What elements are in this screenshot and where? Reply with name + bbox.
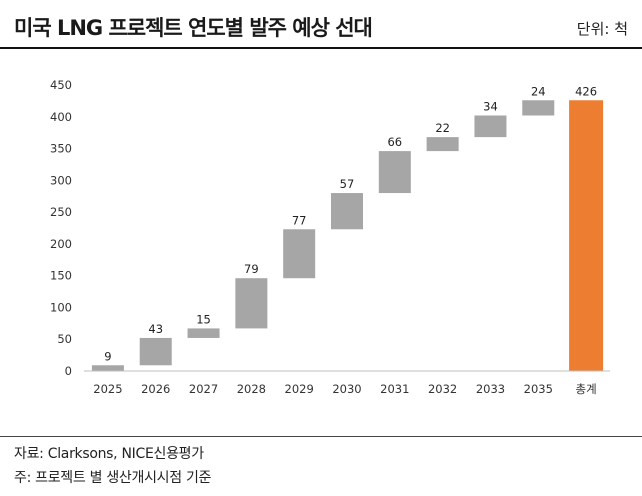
x-tick-label: 2032 <box>428 382 457 396</box>
y-tick-label: 400 <box>50 110 72 124</box>
data-label: 9 <box>104 349 111 363</box>
x-tick-label: 2026 <box>141 382 170 396</box>
unit-label: 단위: 척 <box>576 20 628 38</box>
chart-title: 미국 LNG 프로젝트 연도별 발주 예상 선대 <box>14 16 373 40</box>
top-rule <box>0 47 642 49</box>
data-label: 66 <box>387 135 402 149</box>
x-tick-label: 2028 <box>237 382 266 396</box>
data-label: 43 <box>148 322 163 336</box>
x-tick-label: 2031 <box>380 382 409 396</box>
increment-bar <box>139 337 172 366</box>
y-tick-label: 50 <box>57 332 72 346</box>
x-tick-label: 2029 <box>285 382 314 396</box>
y-tick-label: 350 <box>50 142 72 156</box>
increment-bar <box>522 100 555 116</box>
y-tick-label: 200 <box>50 237 72 251</box>
x-tick-label: 2025 <box>93 382 122 396</box>
x-tick-label: 2027 <box>189 382 218 396</box>
y-tick-label: 450 <box>50 78 72 92</box>
increment-bar <box>474 115 507 138</box>
increment-bar <box>187 328 220 338</box>
data-label: 15 <box>196 312 211 326</box>
y-tick-label: 150 <box>50 269 72 283</box>
footnote: 주: 프로젝트 별 생산개시시점 기준 <box>14 470 212 486</box>
y-tick-label: 250 <box>50 205 72 219</box>
x-tick-label: 2035 <box>524 382 553 396</box>
bottom-rule <box>0 436 642 437</box>
increment-bar <box>235 278 268 329</box>
data-label: 426 <box>575 84 597 98</box>
x-tick-label: 2033 <box>476 382 505 396</box>
x-axis: 2025 2026 2027 2028 2029 2030 2031 2032 2033 2035… <box>84 370 610 396</box>
y-axis: 0 50 100 150 200 250 300 350 400 450 <box>50 78 72 378</box>
increment-bar <box>426 137 459 152</box>
waterfall-chart: 0 50 100 150 200 250 300 350 400 450 9 43 15 79 77 57 6… <box>50 78 610 396</box>
data-label: 77 <box>292 213 307 227</box>
x-tick-label: 2030 <box>332 382 361 396</box>
source-note: 자료: Clarksons, NICE신용평가 <box>14 446 204 462</box>
x-tick-label: 총계 <box>576 382 597 396</box>
data-label: 22 <box>435 121 450 135</box>
data-label: 57 <box>340 177 355 191</box>
data-label: 24 <box>531 84 546 98</box>
increment-bar <box>283 229 316 279</box>
bars-group: 9 43 15 79 77 57 66 22 34 24 426 <box>91 84 604 372</box>
data-label: 34 <box>483 100 498 114</box>
increment-bar <box>91 365 124 371</box>
y-tick-label: 0 <box>65 364 72 378</box>
y-tick-label: 300 <box>50 173 72 187</box>
increment-bar <box>378 151 411 194</box>
total-bar <box>569 100 604 372</box>
data-label: 79 <box>244 262 259 276</box>
increment-bar <box>331 193 363 230</box>
y-tick-label: 100 <box>50 300 72 314</box>
